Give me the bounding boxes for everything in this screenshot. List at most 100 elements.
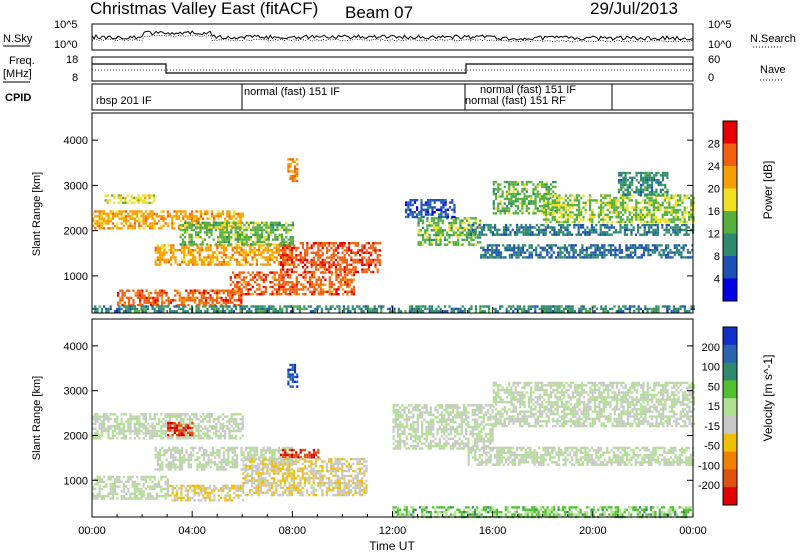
power-cells-cell-3334	[606, 201, 609, 204]
power-cells-cell-4352	[601, 233, 604, 236]
power-cells-cell-3437	[635, 218, 638, 221]
power-cells-cell-883	[280, 276, 283, 279]
power-cells-cell-573	[222, 261, 225, 264]
power-cells-cell-371	[137, 196, 140, 200]
power-cells-cell-2995	[516, 207, 520, 210]
power-cells-cell-2481	[578, 307, 581, 311]
power-cells-cell-2351	[426, 307, 429, 311]
power-cells-cell-1039	[337, 293, 340, 296]
power-cells-cell-100	[131, 217, 134, 220]
vel-cells-cell-47	[105, 415, 108, 418]
power-cells-cell-3578	[674, 216, 677, 219]
power-cells-cell-1384	[363, 263, 366, 266]
power-cells-cell-511	[200, 246, 203, 249]
power-cells-cell-2185	[230, 307, 233, 311]
power-cells-cell-446	[172, 256, 175, 259]
power-cells-cell-1966	[211, 301, 214, 304]
power-cells-cell-3338	[606, 216, 609, 219]
power-cells-cell-1083	[352, 293, 356, 296]
power-cells-cell-3248	[575, 196, 578, 200]
power-cells-cell-3286	[589, 206, 592, 209]
power-cells-cell-2229	[272, 310, 275, 313]
power-cells-cell-2422	[521, 307, 524, 311]
power-cells-cell-2046	[291, 179, 294, 183]
power-cells-cell-893	[282, 283, 285, 286]
power-cells-cell-3918	[550, 256, 553, 259]
power-cells-cell-910	[289, 273, 292, 277]
power-cells-cell-1639	[245, 243, 248, 246]
power-cells-cell-4054	[627, 253, 630, 257]
power-cells-cell-1597	[234, 228, 237, 232]
power-cells-cell-347	[113, 196, 116, 200]
power-cells-cell-2350	[424, 307, 427, 311]
power-cells-cell-683	[266, 263, 269, 266]
power-cells-cell-386	[148, 196, 151, 200]
power-cells-cell-460	[181, 261, 184, 264]
power-cells-cell-1673	[256, 238, 259, 241]
power-cells-cell-4218	[511, 228, 514, 232]
vel-cells-cell-453	[235, 413, 238, 416]
power-cells-cell-2387	[474, 305, 477, 308]
power-cells-cell-4216	[509, 231, 512, 234]
power-cells-cell-1564	[223, 233, 226, 236]
power-cells-cell-3193	[558, 216, 561, 219]
power-cells-cell-1373	[361, 251, 364, 254]
power-cells-cell-428	[165, 258, 168, 261]
vel-cells-cell-20	[96, 432, 99, 435]
power-cells-cell-4150	[686, 249, 690, 252]
power-cells-cell-2925	[499, 209, 502, 213]
power-cells-cell-3846	[510, 249, 514, 252]
power-cells-cell-3727	[646, 181, 649, 184]
power-cells-cell-1863	[156, 299, 159, 302]
power-cells-cell-3912	[548, 251, 551, 254]
power-cells-cell-1554	[221, 231, 224, 234]
power-cells-cell-2454	[551, 305, 554, 308]
power-cells-cell-645	[253, 246, 256, 249]
power-cells-cell-1158	[299, 258, 302, 262]
power-cells-cell-2395	[483, 305, 486, 308]
power-cells-cell-4392	[632, 228, 635, 232]
power-cells-cell-4307	[568, 231, 571, 234]
power-cells-cell-3217	[564, 218, 567, 221]
power-cells-cell-2603	[426, 226, 429, 230]
power-cells-cell-3527	[661, 218, 664, 221]
power-cells-cell-1548	[219, 236, 222, 239]
power-cells-cell-1379	[361, 270, 364, 274]
power-cells-cell-1454	[184, 228, 187, 232]
power-cells-cell-261	[206, 217, 209, 220]
power-cells-cell-440	[170, 263, 173, 266]
power-cells-cell-3387	[619, 220, 622, 224]
power-cells-cell-4158	[467, 223, 470, 227]
power-cells-cell-3891	[535, 251, 538, 254]
power-cells-cell-4402	[643, 223, 646, 227]
power-cells-cell-3377	[617, 216, 620, 219]
power-cells-cell-991	[319, 281, 323, 284]
power-cells-cell-72	[120, 215, 123, 218]
power-cells-cell-1255	[328, 249, 331, 252]
power-cells-cell-2024	[240, 291, 243, 295]
power-cells-cell-3938	[563, 253, 566, 257]
power-cells-cell-927	[295, 276, 298, 279]
power-cells-cell-3438	[637, 201, 640, 204]
power-cells-cell-3274	[582, 218, 585, 221]
power-cells-cell-1822	[139, 291, 142, 295]
power-cells-cell-1876	[163, 289, 166, 292]
power-cells-cell-4253	[533, 226, 536, 229]
power-cells-cell-3142	[545, 213, 548, 216]
vel-cells-cell-338	[195, 427, 198, 430]
power-cells-cell-2008	[231, 294, 234, 297]
power-cells-cell-1022	[330, 290, 334, 293]
power-cells-cell-1109	[284, 261, 287, 264]
power-cells-cell-1103	[284, 244, 287, 247]
power-cells-cell-1775	[289, 243, 292, 246]
power-cells-cell-2483	[580, 305, 583, 308]
power-cells-cell-2869	[442, 203, 445, 207]
power-cells-cell-4359	[606, 231, 609, 234]
power-cells-cell-975	[313, 285, 316, 289]
power-cells-cell-3935	[563, 244, 566, 247]
power-cells-cell-3758	[655, 188, 658, 191]
power-cells-cell-1772	[289, 236, 292, 239]
vel-cells-cell-310	[186, 434, 189, 438]
power-cells-cell-3151	[547, 218, 550, 221]
power-cells-cell-1537	[217, 221, 220, 224]
